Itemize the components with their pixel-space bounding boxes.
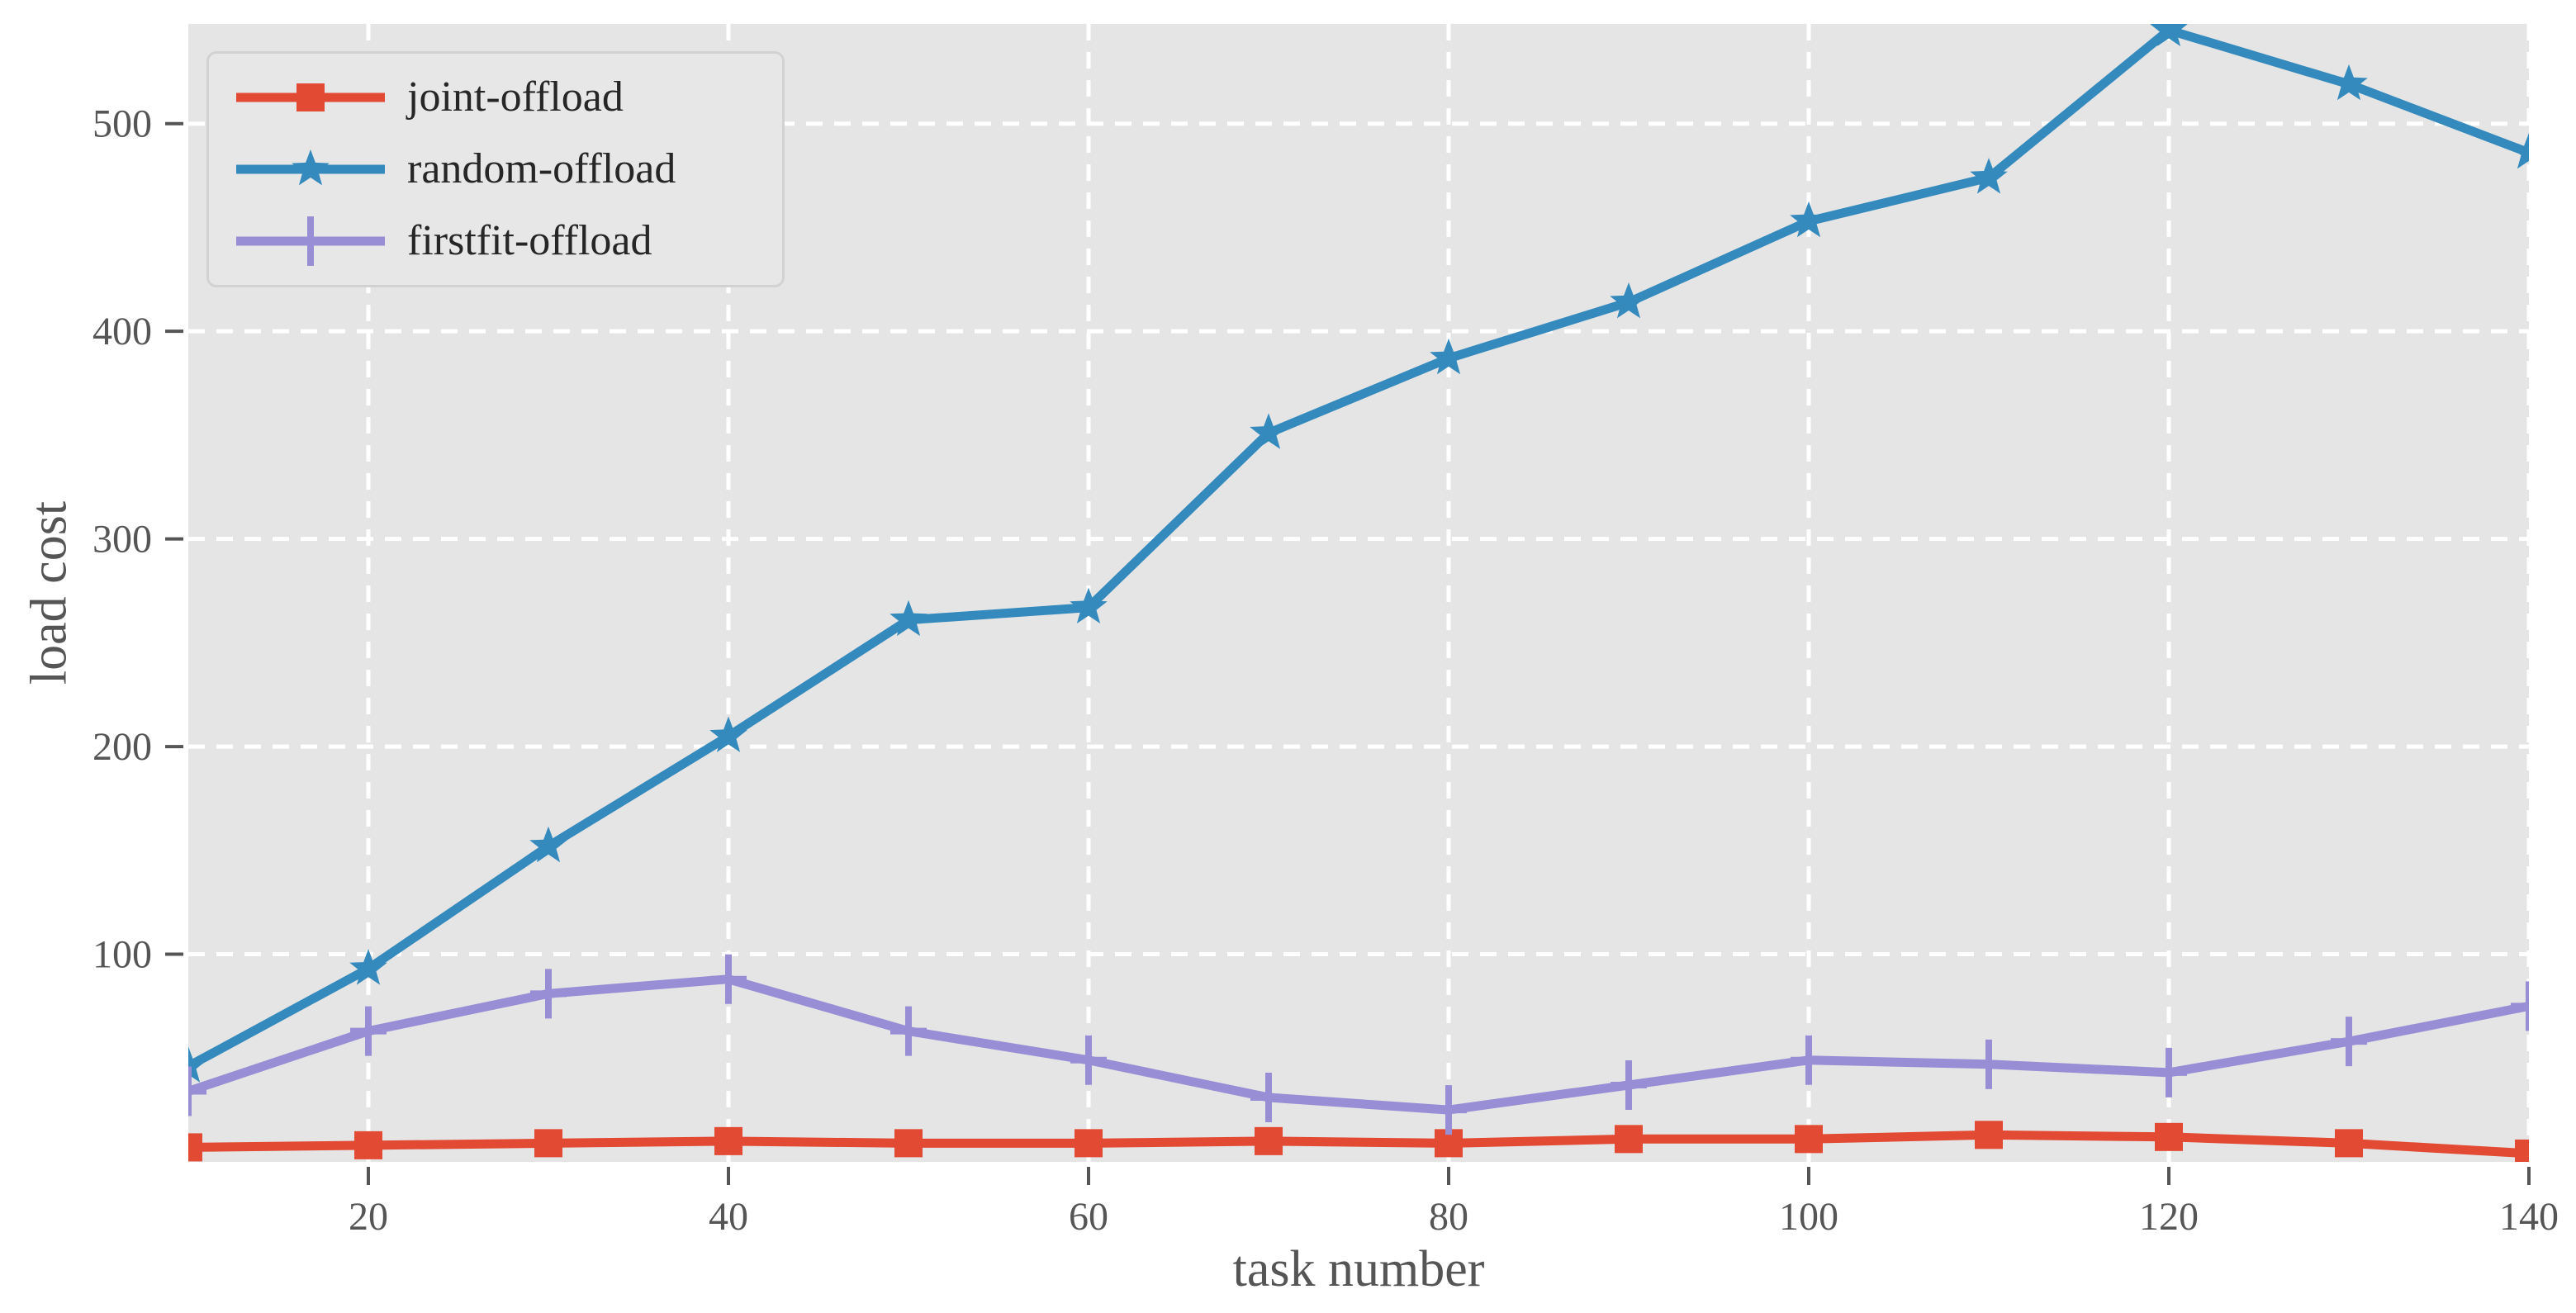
y-tick-label: 300	[93, 518, 152, 562]
series-line	[188, 26, 2529, 1071]
square-marker	[1255, 1126, 1283, 1155]
plus-marker	[530, 969, 567, 1019]
series-joint-offload	[188, 1121, 2529, 1162]
star-marker	[1610, 282, 1648, 319]
square-marker	[1615, 1125, 1643, 1154]
square-marker	[188, 1133, 202, 1162]
plus-marker	[2331, 1017, 2367, 1067]
series-random-offload	[188, 24, 2529, 1083]
star-marker-icon	[236, 149, 385, 186]
y-tick-label: 200	[93, 725, 152, 769]
legend-label: firstfit-offload	[407, 216, 652, 264]
star-marker	[1070, 587, 1108, 623]
square-marker	[354, 1131, 382, 1159]
star-marker	[2510, 132, 2529, 169]
square-marker	[297, 83, 325, 112]
x-tick-label: 120	[2139, 1195, 2199, 1239]
y-axis-label: load cost	[21, 500, 78, 685]
square-marker	[534, 1129, 562, 1158]
x-tick-label: 20	[349, 1195, 388, 1239]
plus-marker	[188, 1066, 206, 1116]
x-tick-label: 60	[1069, 1195, 1108, 1239]
legend-label: joint-offload	[407, 73, 624, 121]
plus-marker	[1971, 1039, 2007, 1089]
legend-label: random-offload	[407, 145, 676, 192]
series-firstfit-offload	[188, 954, 2529, 1135]
star-marker	[1250, 413, 1288, 449]
x-tick-label: 40	[709, 1195, 748, 1239]
square-marker	[2335, 1129, 2363, 1158]
plus-marker	[292, 216, 329, 266]
y-tick-label: 400	[93, 310, 152, 353]
x-axis-label: task number	[1232, 1241, 1485, 1297]
plus-marker-icon	[236, 216, 385, 266]
legend: joint-offload random-offload firstfit-of…	[206, 51, 785, 287]
x-tick-label: 100	[1779, 1195, 1838, 1239]
square-marker	[1975, 1121, 2003, 1149]
plus-marker	[1430, 1085, 1467, 1135]
square-marker-icon	[236, 83, 385, 112]
star-marker	[188, 1046, 207, 1083]
square-marker	[894, 1129, 923, 1158]
square-marker	[1075, 1129, 1103, 1158]
y-tick-label: 500	[93, 102, 152, 146]
plus-marker	[2511, 981, 2529, 1031]
plus-marker	[1250, 1073, 1287, 1123]
legend-item-random-offload: random-offload	[209, 134, 782, 205]
series-line	[188, 1130, 2529, 1159]
star-marker	[1970, 158, 2008, 194]
star-marker	[2330, 64, 2368, 101]
plus-marker	[350, 1006, 387, 1056]
plus-marker	[890, 1006, 927, 1056]
star-marker	[1790, 201, 1828, 238]
plus-marker	[2151, 1047, 2187, 1097]
legend-item-firstfit-offload: firstfit-offload	[209, 206, 782, 277]
star-marker	[2150, 24, 2188, 46]
star-marker	[1430, 338, 1468, 375]
square-marker	[2515, 1139, 2529, 1162]
star-marker	[709, 716, 747, 752]
plus-marker	[1791, 1035, 1827, 1085]
square-marker	[2155, 1122, 2183, 1151]
x-tick-label: 80	[1429, 1195, 1468, 1239]
square-marker	[1795, 1125, 1823, 1154]
square-marker	[714, 1126, 742, 1155]
star-marker	[349, 949, 387, 985]
plus-marker	[710, 954, 747, 1004]
y-tick-label: 100	[93, 933, 152, 977]
plus-marker	[1070, 1035, 1107, 1085]
plus-marker	[1611, 1059, 1647, 1110]
star-marker	[890, 600, 927, 637]
star-marker	[292, 149, 330, 186]
series-line	[188, 974, 2529, 1115]
x-tick-label: 140	[2499, 1195, 2559, 1239]
legend-item-joint-offload: joint-offload	[209, 62, 782, 133]
star-marker	[529, 826, 567, 863]
